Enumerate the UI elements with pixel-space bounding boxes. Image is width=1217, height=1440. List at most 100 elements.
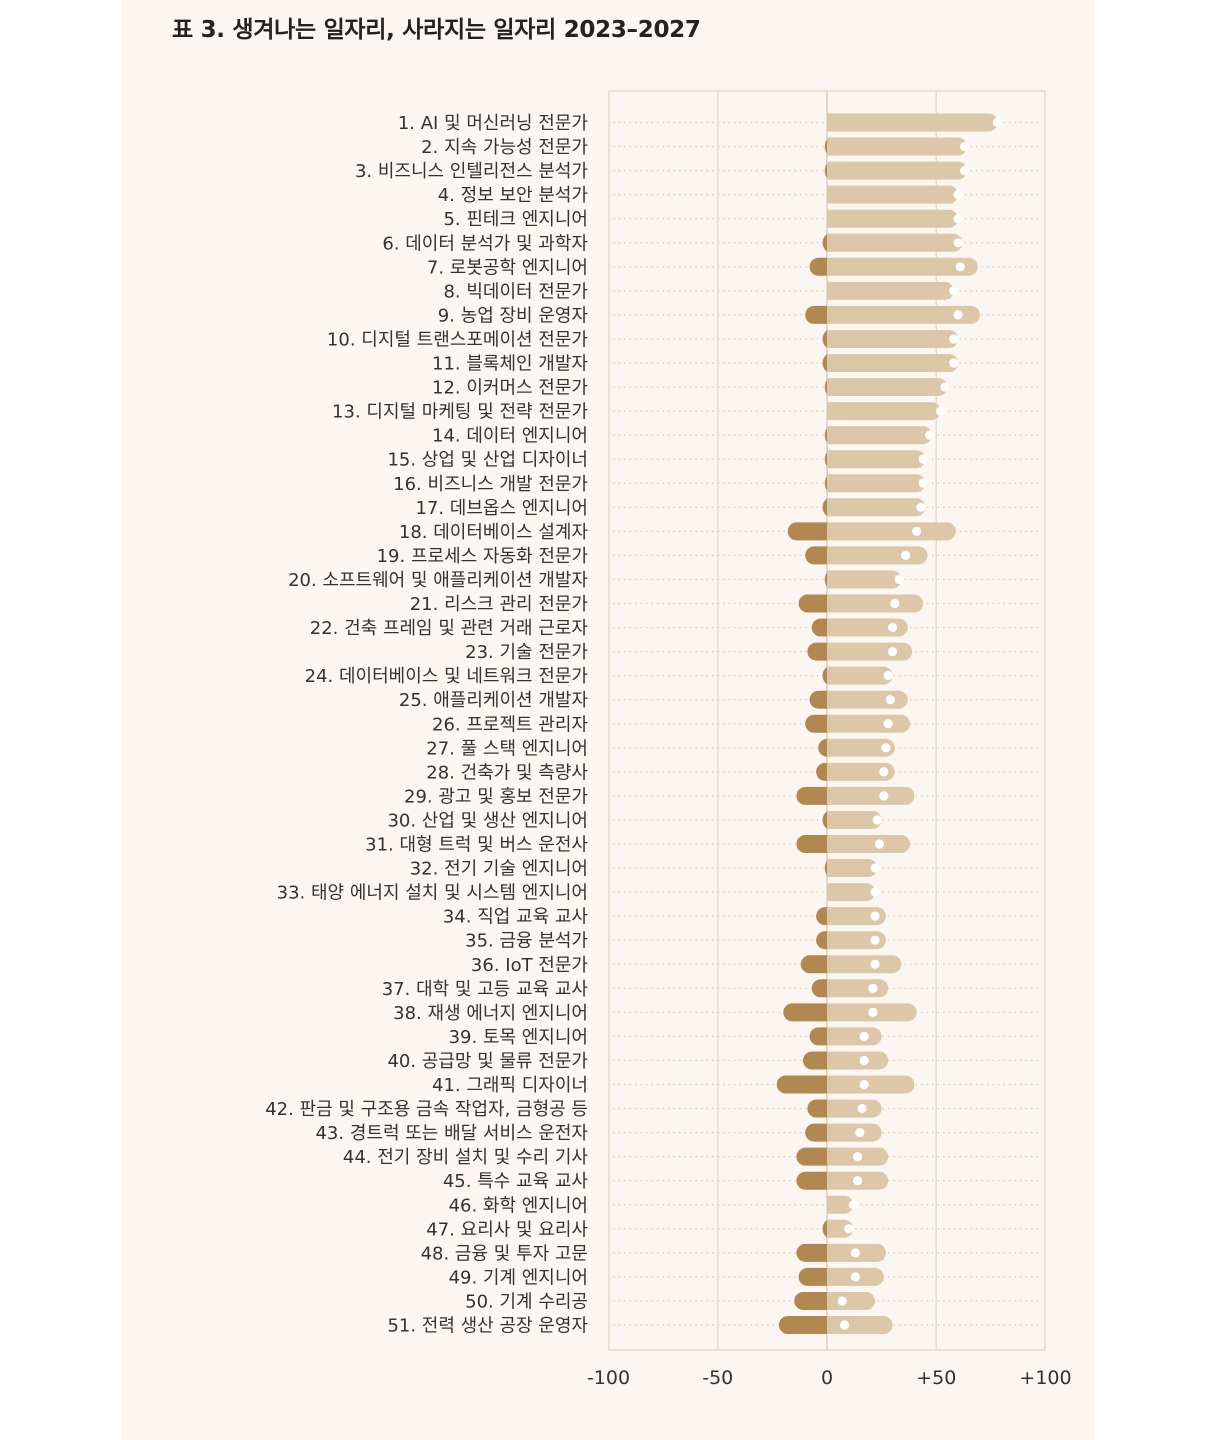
decline-bar bbox=[796, 786, 836, 805]
growth-bar bbox=[827, 907, 886, 926]
growth-bar bbox=[827, 1123, 882, 1142]
growth-bar bbox=[827, 931, 886, 950]
chart-row: 14. 데이터 엔지니어 bbox=[432, 426, 1041, 447]
growth-bar bbox=[827, 810, 882, 829]
category-label: 21. 리스크 관리 전문가 bbox=[410, 594, 588, 615]
category-label: 4. 정보 보안 분석가 bbox=[438, 185, 588, 206]
x-tick-label: -50 bbox=[702, 1367, 733, 1389]
decline-bar bbox=[796, 835, 836, 853]
net-change-dot bbox=[874, 839, 885, 849]
chart-row: 13. 디지털 마케팅 및 전략 전문가 bbox=[332, 402, 1041, 423]
category-label: 36. IoT 전문가 bbox=[471, 955, 588, 976]
net-change-dot bbox=[870, 935, 880, 945]
category-label: 1. AI 및 머신러닝 전문가 bbox=[398, 113, 588, 134]
chart-row: 46. 화학 엔지니어 bbox=[449, 1195, 1041, 1216]
x-tick-label: 0 bbox=[821, 1367, 833, 1389]
growth-bar bbox=[827, 979, 889, 998]
net-change-dot bbox=[887, 622, 898, 633]
net-change-dot bbox=[953, 310, 963, 320]
net-change-dot bbox=[839, 1320, 850, 1330]
net-change-dot bbox=[960, 141, 970, 152]
chart-row: 36. IoT 전문가 bbox=[471, 955, 1041, 976]
chart-row: 17. 데브옵스 엔지니어 bbox=[415, 498, 1041, 519]
growth-bar bbox=[827, 1027, 882, 1046]
chart-row: 41. 그래픽 디자이너 bbox=[432, 1075, 1041, 1096]
growth-bar bbox=[827, 570, 902, 589]
category-label: 17. 데브옵스 엔지니어 bbox=[415, 498, 588, 519]
growth-bar bbox=[827, 1195, 854, 1214]
net-change-dot bbox=[859, 1055, 869, 1066]
net-change-dot bbox=[887, 647, 898, 657]
net-change-dot bbox=[850, 1248, 861, 1258]
decline-bar bbox=[796, 1243, 836, 1262]
category-label: 49. 기계 엔지니어 bbox=[449, 1267, 588, 1288]
chart-row: 2. 지속 가능성 전문가 bbox=[421, 137, 1041, 158]
category-label: 40. 공급망 및 물류 전문가 bbox=[387, 1051, 588, 1072]
growth-bar bbox=[827, 305, 980, 324]
net-change-dot bbox=[953, 238, 963, 248]
growth-bar bbox=[827, 474, 926, 493]
chart-row: 30. 산업 및 생산 엔지니어 bbox=[387, 810, 1041, 831]
chart-row: 51. 전력 생산 공장 운영자 bbox=[387, 1316, 1041, 1337]
category-label: 33. 태양 에너지 설치 및 시스템 엔지니어 bbox=[277, 883, 588, 904]
net-change-dot bbox=[859, 1031, 869, 1041]
category-label: 8. 빅데이터 전문가 bbox=[443, 281, 588, 302]
x-tick-label: +100 bbox=[1019, 1367, 1071, 1389]
growth-bar bbox=[827, 594, 924, 613]
net-change-dot bbox=[852, 1152, 863, 1162]
chart-row: 38. 재생 에너지 엔지니어 bbox=[393, 1003, 1041, 1024]
net-change-dot bbox=[837, 1296, 847, 1306]
category-label: 20. 소프트웨어 및 애플리케이션 개발자 bbox=[288, 570, 588, 591]
growth-bar bbox=[827, 642, 913, 661]
net-change-dot bbox=[918, 454, 928, 464]
net-change-dot bbox=[911, 526, 922, 536]
chart-row: 21. 리스크 관리 전문가 bbox=[410, 594, 1041, 615]
chart-row: 33. 태양 에너지 설치 및 시스템 엔지니어 bbox=[277, 883, 1041, 904]
category-label: 3. 비즈니스 인텔리전스 분석가 bbox=[355, 161, 588, 182]
chart-row: 34. 직업 교육 교사 bbox=[443, 907, 1041, 928]
growth-bar bbox=[827, 233, 963, 252]
chart-row: 5. 핀테크 엔지니어 bbox=[443, 209, 1041, 230]
chart-row: 12. 이커머스 전문가 bbox=[432, 378, 1041, 399]
chart-row: 49. 기계 엔지니어 bbox=[449, 1267, 1041, 1288]
decline-bar bbox=[798, 1267, 836, 1286]
net-change-dot bbox=[859, 1079, 869, 1090]
category-label: 11. 블록체인 개발자 bbox=[432, 354, 588, 375]
category-label: 32. 전기 기술 엔지니어 bbox=[410, 859, 588, 880]
net-change-dot bbox=[940, 382, 950, 392]
chart-row: 22. 건축 프레임 및 관련 거래 근로자 bbox=[310, 618, 1041, 639]
net-change-dot bbox=[844, 1224, 854, 1234]
growth-bar bbox=[827, 281, 954, 300]
category-label: 23. 기술 전문가 bbox=[465, 642, 588, 663]
growth-bar bbox=[827, 426, 932, 445]
net-change-dot bbox=[879, 767, 889, 777]
net-change-dot bbox=[870, 959, 880, 969]
net-change-dot bbox=[883, 719, 893, 729]
net-change-dot bbox=[949, 286, 959, 296]
net-change-dot bbox=[883, 671, 893, 681]
net-change-dot bbox=[949, 334, 959, 344]
x-tick-label: -100 bbox=[587, 1367, 630, 1389]
net-change-dot bbox=[885, 695, 895, 705]
chart-row: 24. 데이터베이스 및 네트워크 전문가 bbox=[305, 666, 1041, 687]
growth-bar bbox=[827, 185, 959, 204]
net-change-dot bbox=[857, 1103, 867, 1114]
category-label: 22. 건축 프레임 및 관련 거래 근로자 bbox=[310, 618, 589, 639]
growth-bar bbox=[827, 738, 895, 757]
chart-row: 35. 금융 분석가 bbox=[465, 931, 1041, 952]
growth-bar bbox=[827, 1075, 915, 1094]
net-change-dot bbox=[870, 887, 880, 897]
net-change-dot bbox=[890, 598, 900, 609]
net-change-dot bbox=[960, 166, 970, 176]
decline-bar bbox=[783, 1003, 836, 1022]
growth-bar bbox=[827, 714, 911, 733]
chart-row: 43. 경트럭 또는 배달 서비스 운전자 bbox=[315, 1123, 1041, 1144]
growth-bar bbox=[827, 1316, 893, 1334]
net-change-dot bbox=[855, 1128, 865, 1138]
growth-bar bbox=[827, 402, 941, 421]
chart-row: 32. 전기 기술 엔지니어 bbox=[410, 859, 1041, 880]
category-label: 7. 로봇공학 엔지니어 bbox=[427, 257, 588, 278]
decline-bar bbox=[796, 1147, 836, 1166]
category-label: 34. 직업 교육 교사 bbox=[443, 907, 589, 928]
